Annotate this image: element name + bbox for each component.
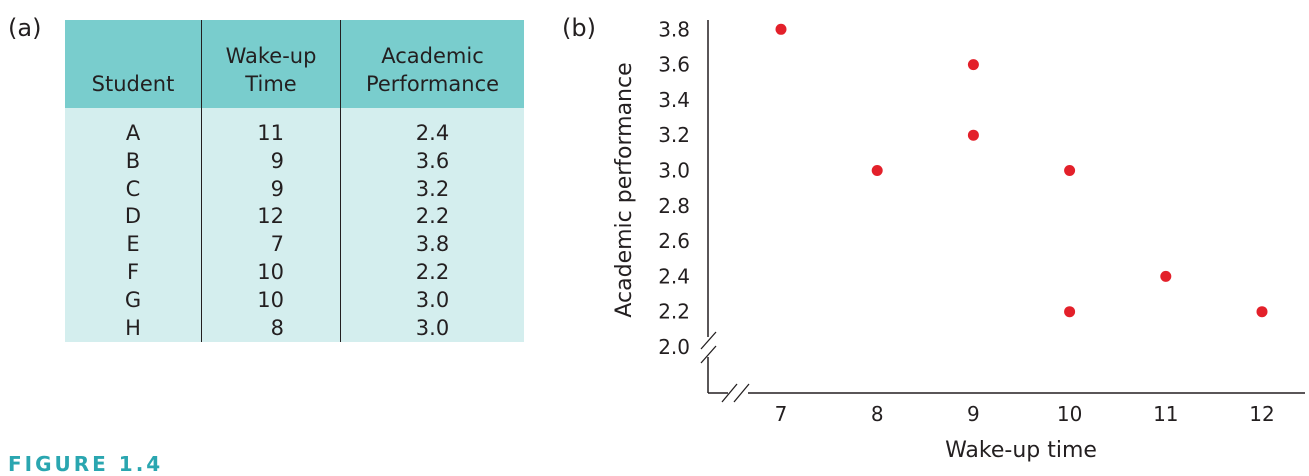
data-point — [775, 23, 787, 35]
y-tick-label: 3.4 — [658, 88, 690, 112]
x-tick-label: 8 — [871, 402, 884, 426]
wake-up-column: 11 9 9 12 7 10 10 8 — [202, 120, 284, 342]
x-tick-label: 7 — [775, 402, 788, 426]
performance-cell: 2.2 — [415, 259, 450, 284]
wake-up-cell: 10 — [257, 287, 284, 312]
y-tick-label: 3.6 — [658, 53, 690, 77]
student-cell: G — [124, 287, 142, 312]
student-cell: D — [124, 204, 142, 229]
wake-up-cell: 10 — [257, 259, 284, 284]
y-tick-label: 2.6 — [658, 229, 690, 253]
student-cell: C — [125, 176, 141, 201]
y-tick-label: 2.2 — [658, 300, 690, 324]
student-cell: H — [125, 315, 141, 340]
wake-up-cell: 9 — [270, 176, 284, 201]
performance-column: 2.4 3.6 3.2 2.2 3.8 2.2 3.0 3.0 — [341, 120, 524, 342]
wake-up-cell: 12 — [257, 204, 284, 229]
header-wake-up-time: Wake-up Time — [201, 20, 341, 108]
performance-cell: 2.2 — [415, 204, 450, 229]
y-tick-label: 2.0 — [658, 335, 690, 359]
y-tick-label: 3.0 — [658, 159, 690, 183]
panel-b-label: (b) — [562, 14, 596, 42]
x-tick-label: 9 — [967, 402, 980, 426]
break-mark — [700, 331, 717, 350]
data-point — [967, 129, 979, 141]
y-tick-label: 3.2 — [658, 123, 690, 147]
y-tick-label: 2.4 — [658, 264, 690, 288]
data-point — [1160, 270, 1172, 282]
data-point — [1064, 306, 1076, 318]
data-point — [871, 165, 883, 176]
wake-up-cell: 11 — [257, 121, 284, 145]
break-mark — [721, 383, 738, 403]
x-tick-label: 12 — [1249, 402, 1274, 426]
student-cell: E — [126, 232, 140, 257]
break-mark — [700, 345, 717, 364]
y-tick-label: 2.8 — [658, 194, 690, 218]
performance-cell: 3.2 — [415, 176, 450, 201]
x-axis-break — [721, 383, 750, 403]
x-axis-title: Wake-up time — [945, 438, 1097, 463]
wake-up-cell: 8 — [270, 315, 284, 340]
header-academic-performance: Academic Performance — [340, 20, 524, 108]
wake-up-cell: 7 — [270, 232, 284, 257]
student-cell: B — [125, 148, 141, 173]
data-point — [1256, 306, 1268, 318]
y-axis-title: Academic performance — [612, 62, 637, 317]
x-tick-label: 10 — [1057, 402, 1082, 426]
y-tick-label: 3.8 — [658, 17, 690, 41]
data-point — [967, 59, 979, 71]
performance-cell: 3.8 — [415, 232, 450, 257]
y-axis-break — [700, 331, 717, 364]
performance-cell: 3.0 — [415, 287, 450, 312]
scatter-plot: 2.0 2.2 2.4 2.6 2.8 3.0 3.2 3.4 3.6 3.8 7 8 9 10 11 12… — [612, 17, 1305, 463]
student-cell: F — [126, 259, 140, 284]
performance-cell: 3.0 — [415, 315, 450, 340]
data-table: Student Wake-up Time Academic Performanc… — [65, 20, 524, 343]
header-student: Student — [65, 20, 202, 108]
figure-caption: FIGURE 1.4 — [8, 452, 164, 476]
x-tick-label: 11 — [1153, 402, 1178, 426]
panel-a-label: (a) — [8, 14, 42, 42]
performance-cell: 2.4 — [415, 121, 450, 145]
performance-cell: 3.6 — [415, 148, 450, 173]
data-point — [1064, 165, 1076, 176]
student-cell: A — [125, 121, 141, 145]
wake-up-cell: 9 — [270, 148, 284, 173]
break-mark — [733, 383, 750, 403]
